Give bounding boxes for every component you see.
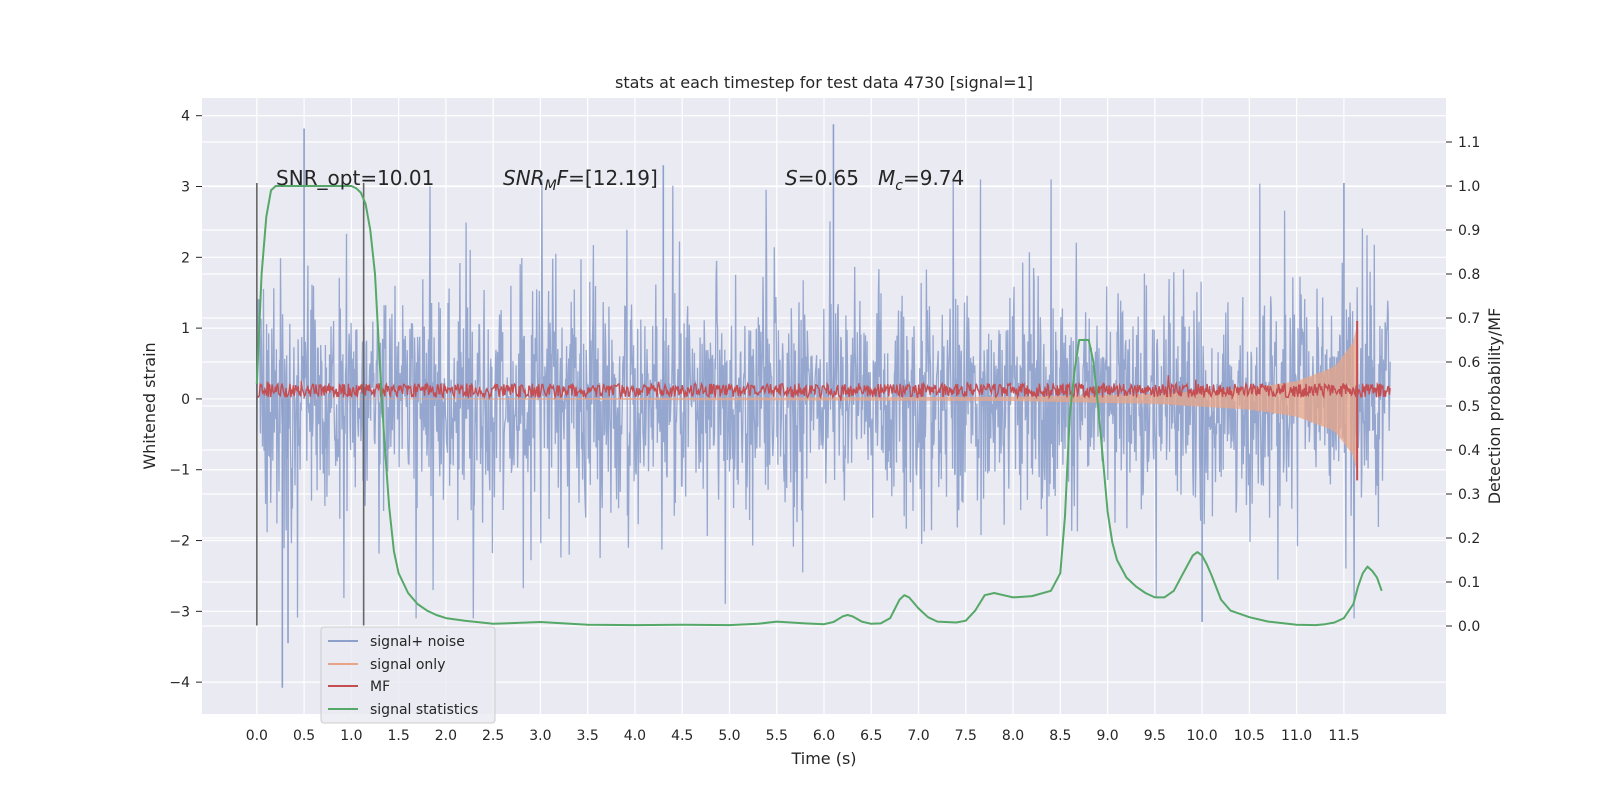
x-tick-label-14: 7.0 bbox=[907, 728, 929, 744]
x-tick-label-12: 6.0 bbox=[813, 728, 835, 744]
y2-tick-label-4: 0.4 bbox=[1458, 443, 1480, 459]
y2-tick-label-6: 0.6 bbox=[1458, 355, 1480, 371]
legend-item-signal-only: signal only bbox=[328, 657, 445, 673]
y-tick-label-4: 0 bbox=[181, 392, 190, 408]
signal-only-envelope bbox=[256, 321, 1359, 477]
x-tick-label-19: 9.5 bbox=[1144, 728, 1166, 744]
chart-title: stats at each timestep for test data 473… bbox=[615, 73, 1033, 92]
annotation-mc-name: M bbox=[878, 166, 895, 190]
x-tick-label-18: 9.0 bbox=[1096, 728, 1118, 744]
y-axis-ticks: −4 −3 −2 −1 0 1 2 3 4 bbox=[169, 109, 202, 691]
x-tick-label-3: 1.5 bbox=[387, 728, 409, 744]
legend-label-signal-statistics: signal statistics bbox=[370, 702, 478, 718]
x-tick-label-21: 10.5 bbox=[1234, 728, 1265, 744]
annotation-snr-mf: SNRMF=[12.19] bbox=[503, 166, 658, 194]
y-tick-label-6: 2 bbox=[181, 250, 190, 266]
y2-tick-label-5: 0.5 bbox=[1458, 399, 1480, 415]
y2-tick-label-1: 0.1 bbox=[1458, 575, 1480, 591]
legend-box bbox=[320, 626, 496, 724]
x-tick-label-10: 5.0 bbox=[718, 728, 740, 744]
annotation-s-value: =0.65 bbox=[798, 166, 859, 190]
legend-label-signal-noise: signal+ noise bbox=[370, 634, 465, 650]
series-signal-only bbox=[256, 321, 1359, 477]
x-tick-label-22: 11.0 bbox=[1281, 728, 1312, 744]
x-tick-label-15: 7.5 bbox=[955, 728, 977, 744]
x-tick-label-2: 1.0 bbox=[340, 728, 362, 744]
x-tick-label-17: 8.5 bbox=[1049, 728, 1071, 744]
y2-tick-label-8: 0.8 bbox=[1458, 267, 1480, 283]
y2-axis-title: Detection probability/MF bbox=[1485, 308, 1504, 505]
y2-tick-label-11: 1.1 bbox=[1458, 135, 1480, 151]
x-tick-label-13: 6.5 bbox=[860, 728, 882, 744]
y2-tick-label-2: 0.2 bbox=[1458, 531, 1480, 547]
legend-item-signal-statistics: signal statistics bbox=[328, 702, 478, 718]
vertical-markers bbox=[256, 182, 365, 626]
y2-axis-ticks: 0.0 0.1 0.2 0.3 0.4 0.5 0.6 0.7 0.8 0.9 1.0 1.1 bbox=[1446, 135, 1480, 635]
x-tick-label-1: 0.5 bbox=[293, 728, 315, 744]
annotation-mc-value: =9.74 bbox=[903, 166, 964, 190]
annotation-mc: Mc=9.74 bbox=[878, 166, 964, 194]
grid bbox=[202, 98, 1446, 714]
y-tick-label-5: 1 bbox=[181, 321, 190, 337]
y-axis-title: Whitened strain bbox=[140, 342, 159, 469]
x-tick-label-4: 2.0 bbox=[435, 728, 457, 744]
y2-tick-label-3: 0.3 bbox=[1458, 487, 1480, 503]
x-tick-label-0: 0.0 bbox=[246, 728, 268, 744]
y2-tick-label-9: 0.9 bbox=[1458, 223, 1480, 239]
x-tick-label-23: 11.5 bbox=[1328, 728, 1359, 744]
annotation-snr-mf-f: F bbox=[557, 166, 569, 190]
x-tick-label-9: 4.5 bbox=[671, 728, 693, 744]
y-tick-label-8: 4 bbox=[181, 109, 190, 125]
y-tick-label-7: 3 bbox=[181, 180, 190, 196]
x-axis-ticks: 0.0 0.5 1.0 1.5 2.0 2.5 3.0 3.5 4.0 4.5 5.0 5.5 6.0 6… bbox=[246, 728, 1360, 744]
y-tick-label-0: −4 bbox=[169, 675, 190, 691]
x-tick-label-7: 3.5 bbox=[577, 728, 599, 744]
legend-item-mf: MF bbox=[328, 679, 390, 695]
x-tick-label-11: 5.5 bbox=[766, 728, 788, 744]
annotation-s-name: S bbox=[785, 166, 798, 190]
x-axis-title: Time (s) bbox=[790, 749, 856, 768]
series-layer bbox=[255, 124, 1391, 688]
y2-tick-label-10: 1.0 bbox=[1458, 179, 1480, 195]
x-tick-label-8: 4.0 bbox=[624, 728, 646, 744]
annotation-snr-mf-name: SNR bbox=[503, 166, 545, 190]
annotation-snr-mf-value: =[12.19] bbox=[568, 166, 658, 190]
x-tick-label-16: 8.0 bbox=[1002, 728, 1024, 744]
annotation-mc-sub: c bbox=[895, 178, 903, 194]
annotation-snr-opt: SNR_opt=10.01 bbox=[276, 166, 434, 190]
y2-tick-label-7: 0.7 bbox=[1458, 311, 1480, 327]
legend-item-signal-noise: signal+ noise bbox=[328, 634, 465, 650]
series-signal-noise bbox=[256, 124, 1391, 688]
annotation-s: S=0.65 bbox=[785, 166, 859, 190]
annotations: SNR_opt=10.01 SNRMF=[12.19] S=0.65 Mc=9.… bbox=[276, 166, 964, 194]
y-tick-label-2: −2 bbox=[169, 534, 190, 550]
series-mf bbox=[256, 321, 1391, 481]
series-signal-statistics bbox=[255, 185, 1383, 627]
signal-statistics-line bbox=[255, 185, 1383, 627]
y-tick-label-3: −1 bbox=[169, 463, 190, 479]
signal-noise-line bbox=[256, 179, 1391, 619]
x-tick-label-5: 2.5 bbox=[482, 728, 504, 744]
mf-line bbox=[256, 375, 1391, 401]
legend-label-mf: MF bbox=[370, 679, 390, 695]
annotation-snr-mf-sub: M bbox=[545, 178, 557, 194]
legend-label-signal-only: signal only bbox=[370, 657, 445, 673]
x-tick-label-20: 10.0 bbox=[1187, 728, 1218, 744]
x-tick-label-6: 3.0 bbox=[529, 728, 551, 744]
y-tick-label-1: −3 bbox=[169, 604, 190, 620]
y2-tick-label-0: 0.0 bbox=[1458, 619, 1480, 635]
legend: signal+ noise signal only MF signal stat… bbox=[320, 626, 496, 724]
